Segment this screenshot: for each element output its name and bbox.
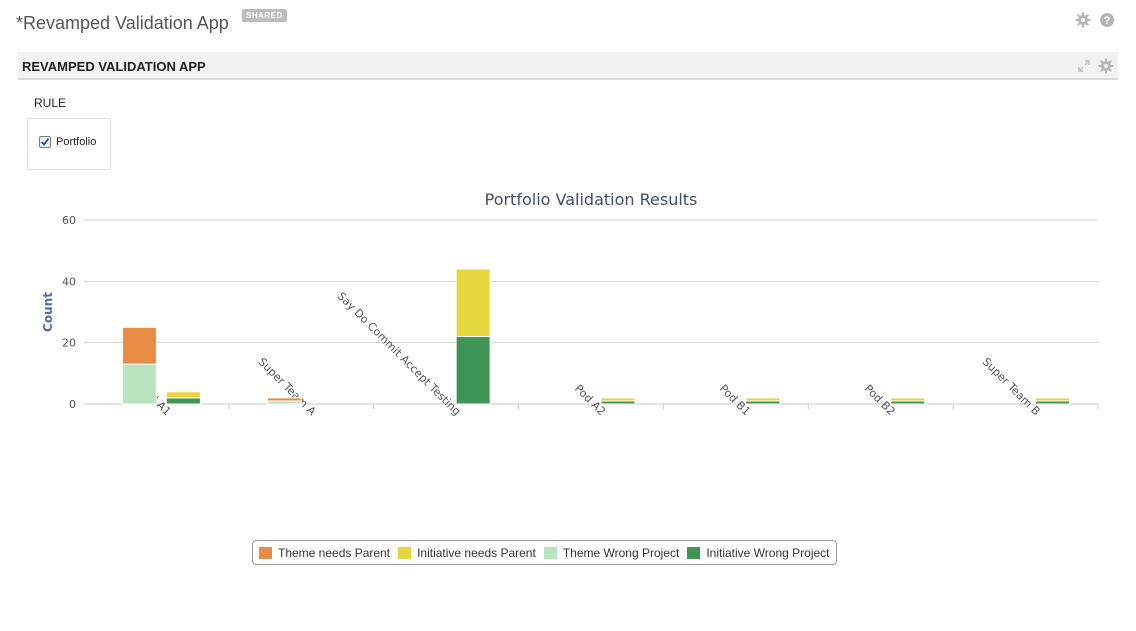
x-tick-label: Super Team B <box>980 355 1043 418</box>
bar-segment <box>745 397 781 402</box>
rule-filter-box: Portfolio <box>27 118 111 170</box>
expand-icon[interactable] <box>1076 58 1092 74</box>
panel-gear-icon[interactable] <box>1098 58 1114 74</box>
legend-label: Theme needs Parent <box>278 545 391 560</box>
y-axis-label: Count <box>41 292 55 332</box>
chart-title: Portfolio Validation Results <box>485 190 698 209</box>
rule-label: RULE <box>34 96 67 110</box>
portfolio-checkbox[interactable] <box>39 136 51 148</box>
bar-segment <box>165 397 201 405</box>
legend-item[interactable]: Theme Wrong Project <box>543 545 680 560</box>
svg-text:?: ? <box>1104 15 1111 27</box>
bar-segment <box>1035 397 1071 402</box>
panel-header: REVAMPED VALIDATION APP <box>18 52 1118 80</box>
legend-label: Initiative Wrong Project <box>706 545 830 560</box>
bar-segment <box>121 326 157 365</box>
legend-item[interactable]: Initiative Wrong Project <box>687 545 830 560</box>
shared-badge: SHARED <box>242 9 287 22</box>
bar-segment <box>455 336 491 405</box>
legend-swatch <box>687 546 701 559</box>
x-tick-label: Say Do Commit Accept Testing <box>335 290 464 419</box>
legend-label: Initiative needs Parent <box>417 545 536 560</box>
app-title: *Revamped Validation App <box>16 13 229 33</box>
gear-icon[interactable] <box>1075 12 1091 28</box>
bar-segment <box>600 397 636 402</box>
validation-chart: Portfolio Validation Results 0 20 40 60 Count… <box>41 190 1099 419</box>
portfolio-checkbox-label[interactable]: Portfolio <box>56 136 97 148</box>
y-tick-label: 0 <box>69 398 76 411</box>
bar-segment <box>121 363 157 405</box>
y-tick-label: 60 <box>62 214 76 227</box>
help-icon[interactable]: ? <box>1099 12 1115 28</box>
bar-segment <box>890 397 926 402</box>
chart-legend: Theme needs Parent Initiative needs Paren… <box>252 540 837 565</box>
bar-segment <box>165 391 201 399</box>
y-tick-label: 20 <box>62 337 76 350</box>
legend-swatch <box>543 546 557 559</box>
legend-item[interactable]: Initiative needs Parent <box>398 546 536 560</box>
y-tick-label: 40 <box>62 275 76 288</box>
panel-title: REVAMPED VALIDATION APP <box>22 59 206 74</box>
app-header: *Revamped Validation App SHARED ? <box>0 0 1136 48</box>
x-tick-label: Super Team A <box>256 355 319 418</box>
legend-item[interactable]: Theme needs Parent <box>259 546 390 560</box>
legend-label: Theme Wrong Project <box>562 545 680 560</box>
bar-segment <box>266 397 302 402</box>
bar-segment <box>455 268 491 338</box>
legend-swatch <box>398 546 412 559</box>
checkmark-icon <box>40 137 50 146</box>
legend-swatch <box>259 546 272 559</box>
